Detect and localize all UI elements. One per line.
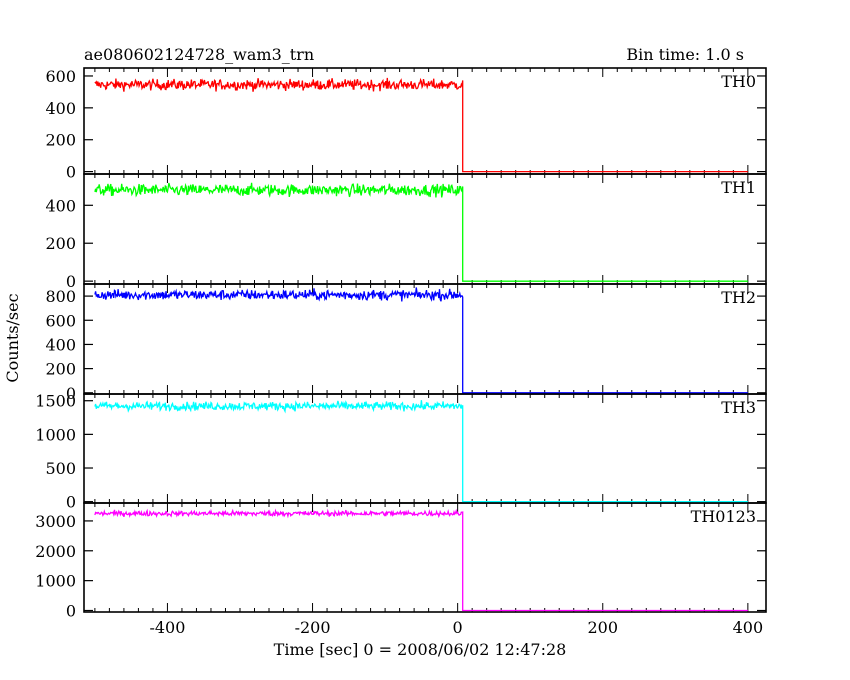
x-axis-label: Time [sec] 0 = 2008/06/02 12:47:28 [274, 640, 567, 659]
y-tick-label: 200 [45, 360, 76, 379]
x-tick-label: 200 [587, 618, 618, 637]
y-tick-label: 200 [45, 131, 76, 150]
y-tick-label: 600 [45, 311, 76, 330]
x-tick-label: 0 [453, 618, 463, 637]
x-tick-label: 400 [733, 618, 764, 637]
panel-label-th3: TH3 [721, 398, 756, 417]
y-tick-label: 0 [66, 163, 76, 182]
series-line-th0 [94, 77, 748, 173]
y-tick-label: 0 [66, 272, 76, 291]
y-tick-label: 2000 [35, 542, 76, 561]
y-tick-label: 1000 [35, 425, 76, 444]
y-tick-label: 600 [45, 67, 76, 86]
y-tick-label: 0 [66, 602, 76, 621]
y-tick-label: 800 [45, 287, 76, 306]
y-tick-label: 400 [45, 99, 76, 118]
y-tick-label: 400 [45, 335, 76, 354]
y-tick-label: 200 [45, 234, 76, 253]
series-line-th0123 [94, 508, 748, 612]
y-tick-label: 500 [45, 459, 76, 478]
series-line-th2 [94, 287, 748, 394]
series-line-th3 [94, 400, 748, 503]
x-tick-label: -400 [149, 618, 185, 637]
y-tick-label: 0 [66, 384, 76, 403]
panels-group: 0 200 400 600 TH0 0 200 400 TH1 0 200 400 600 800 TH2 0… [35, 67, 767, 637]
panel-label-th1: TH1 [721, 178, 756, 197]
y-tick-label: 3000 [35, 512, 76, 531]
bin-time-label: Bin time: 1.0 s [626, 45, 744, 64]
y-tick-label: 1000 [35, 572, 76, 591]
y-tick-label: 400 [45, 196, 76, 215]
y-tick-label: 0 [66, 493, 76, 512]
panel-frame-th2 [83, 283, 767, 395]
series-line-th1 [94, 182, 748, 282]
y-axis-label: Counts/sec [3, 293, 22, 382]
panel-label-th0: TH0 [721, 72, 756, 91]
x-tick-label: -200 [295, 618, 331, 637]
y-tick-label: 1500 [35, 392, 76, 411]
panel-frame-th3 [83, 393, 767, 504]
panel-label-th2: TH2 [721, 288, 756, 307]
panel-frame-th0123 [83, 502, 767, 613]
panel-label-th0123: TH0123 [691, 507, 756, 526]
chart-title: ae080602124728_wam3_trn [84, 45, 314, 64]
